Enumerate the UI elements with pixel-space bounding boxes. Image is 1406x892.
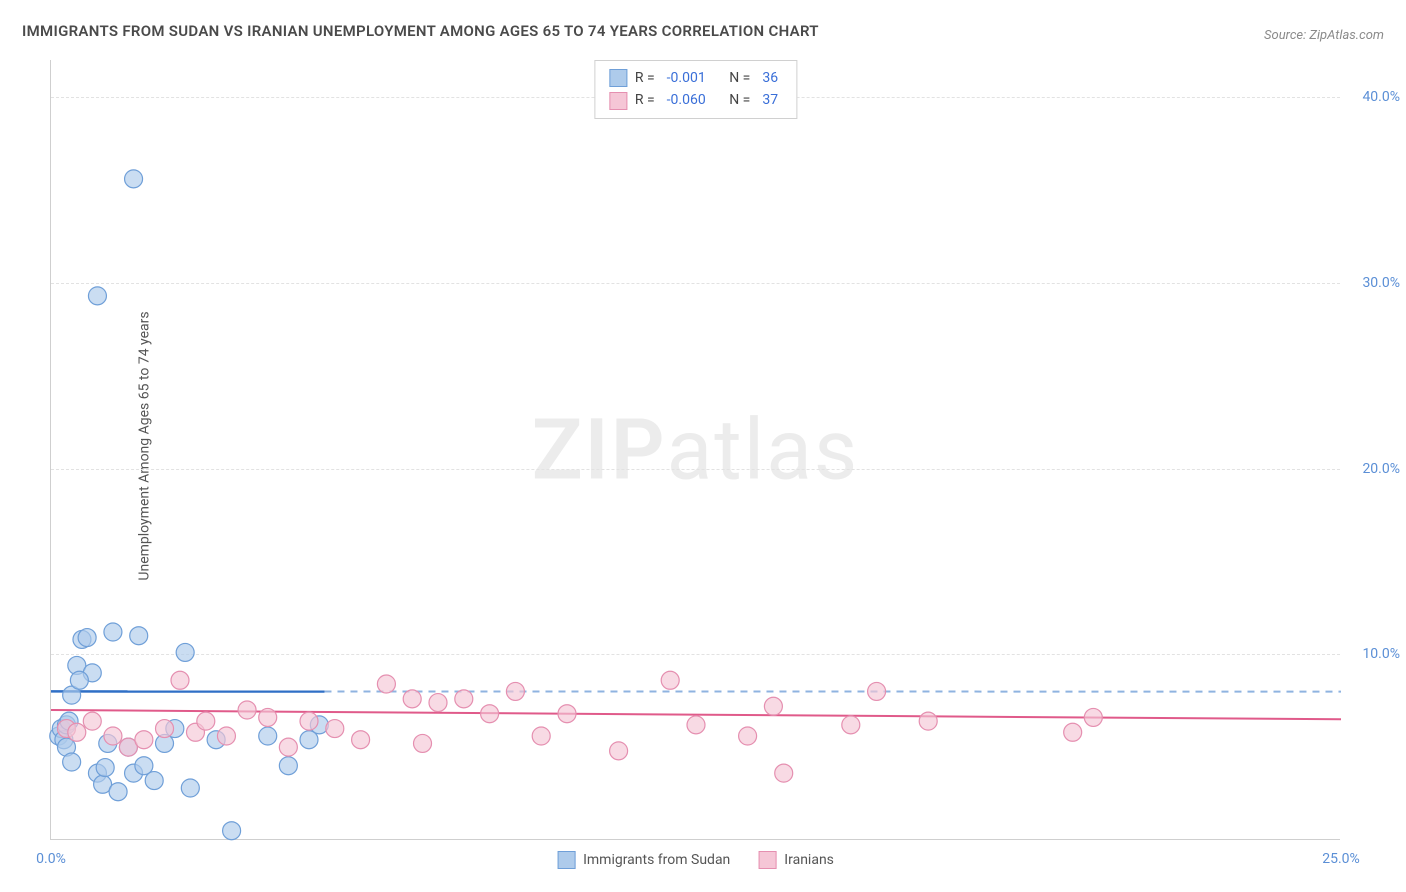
- scatter-svg: [51, 60, 1340, 839]
- stats-n-value: 36: [762, 67, 778, 89]
- y-tick-label: 20.0%: [1362, 461, 1400, 477]
- stats-r-value: -0.060: [667, 89, 706, 111]
- swatch-iranians-icon: [758, 851, 776, 869]
- swatch-sudan-icon: [557, 851, 575, 869]
- stats-r-value: -0.001: [667, 67, 706, 89]
- plot-area: ZIPatlas 10.0%20.0%30.0%40.0%0.0%25.0% R…: [50, 60, 1340, 840]
- legend-label: Immigrants from Sudan: [583, 852, 730, 868]
- swatch-iranians-icon: [609, 92, 627, 110]
- swatch-sudan-icon: [609, 69, 627, 87]
- x-axis-legend: Immigrants from Sudan Iranians: [557, 851, 834, 869]
- y-tick-label: 30.0%: [1362, 275, 1400, 291]
- stats-n-value: 37: [762, 89, 778, 111]
- legend-item-iranians: Iranians: [758, 851, 834, 869]
- stats-row-iranians: R = -0.060 N = 37: [609, 89, 782, 111]
- legend-item-sudan: Immigrants from Sudan: [557, 851, 730, 869]
- stats-row-sudan: R = -0.001 N = 36: [609, 67, 782, 89]
- stats-n-label: N =: [729, 89, 750, 111]
- y-tick-label: 40.0%: [1362, 89, 1400, 105]
- x-tick-label: 0.0%: [36, 851, 66, 867]
- chart-title: IMMIGRANTS FROM SUDAN VS IRANIAN UNEMPLO…: [22, 22, 819, 40]
- stats-legend-box: R = -0.001 N = 36 R = -0.060 N = 37: [594, 60, 797, 119]
- x-tick-label: 25.0%: [1322, 851, 1360, 867]
- stats-r-label: R =: [635, 89, 655, 111]
- source-attribution: Source: ZipAtlas.com: [1264, 28, 1384, 43]
- stats-r-label: R =: [635, 67, 655, 89]
- y-tick-label: 10.0%: [1362, 646, 1400, 662]
- stats-n-label: N =: [729, 67, 750, 89]
- legend-label: Iranians: [784, 852, 834, 868]
